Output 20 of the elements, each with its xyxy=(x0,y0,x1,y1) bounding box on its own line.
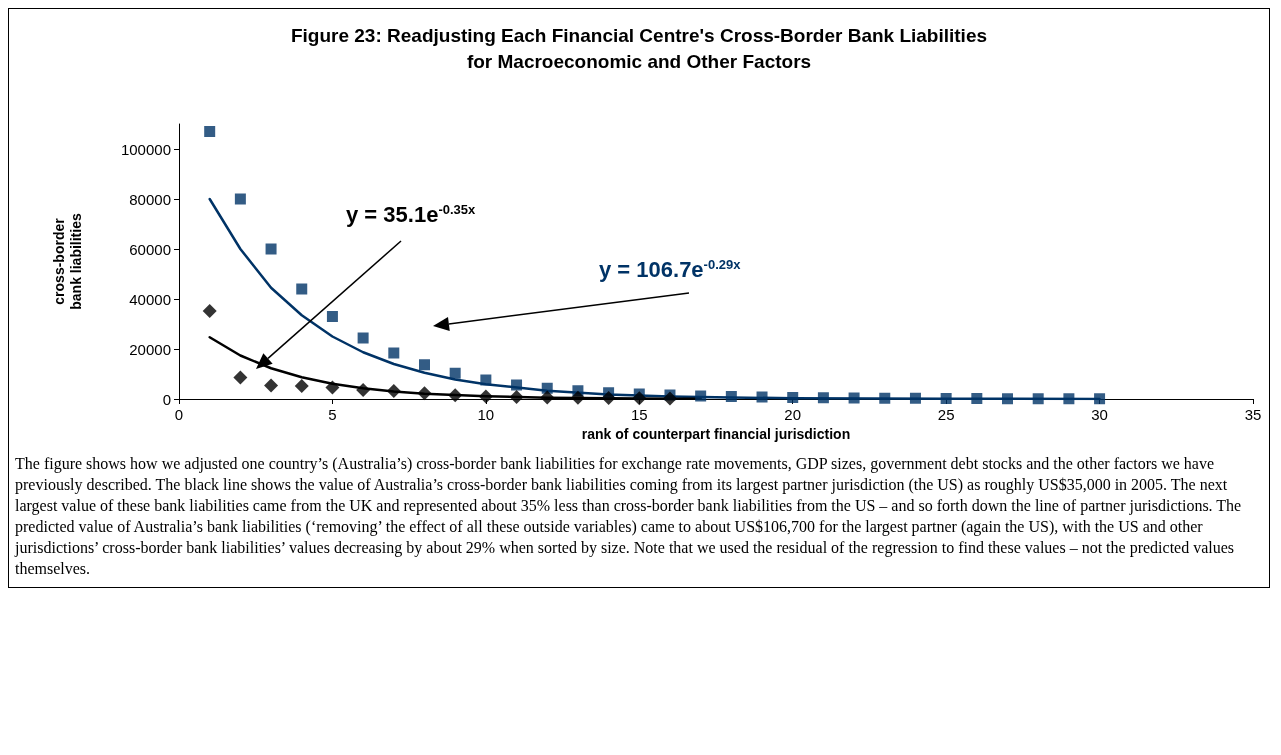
annotation: y = 35.1e$^{-0.35x}$ xyxy=(346,202,476,229)
x-tick-label: 15 xyxy=(630,406,648,423)
y-tick-label: 20000 xyxy=(129,340,171,358)
y-tick-label: 40000 xyxy=(129,290,171,308)
x-tick-label: 20 xyxy=(784,406,802,423)
y-tick-label: 0 xyxy=(162,390,171,408)
x-tick-label: 35 xyxy=(1244,406,1262,423)
x-tick-label: 0 xyxy=(174,406,184,423)
chart-title: Figure 23: Readjusting Each Financial Centre's Cross-Border Bank Liabilities for Macroeconomic and Other Factors xyxy=(290,24,988,72)
x-tick-label: 5 xyxy=(328,406,337,423)
y-axis-title: cross-border bank liabilities xyxy=(50,213,84,310)
x-tick-label: 10 xyxy=(477,406,495,423)
annotation: y = 106.7e$^{-0.29x}$ xyxy=(599,257,741,284)
x-tick-label: 25 xyxy=(937,406,955,423)
x-tick-label: 30 xyxy=(1091,406,1108,423)
text: The figure shows how we adjusted one country’s (Australia’s) cross-border bank liabilities for exchange rate movements, GDP sizes, government debt stocks and the other factors we have previously described. The black line shows the value of Australia’s cross-border bank liabilities coming from its largest partner jurisdiction (the US) as roughly US$35,000 in 2005. The next largest value of these bank liabilities came from the UK and represented about 35% less than cross-border bank liabilities from the US – and so forth down the line of partner jurisdictions. The predicted value of Australia’s bank liabilities (‘removing’ the effect of all these outside variables) came to about US$106,700 for the largest partner (again the US), with the US and other jurisdictions’ cross-border bank liabilities’ values decreasing by about 29% when sorted by size. Note that we used the residual of the regression to find these values – not the predicted values themselves. xyxy=(13,454,1243,579)
y-tick-label: 60000 xyxy=(129,240,171,258)
x-axis-title: rank of counterpart financial jurisdiction xyxy=(581,425,851,442)
y-tick-label: 100000 xyxy=(120,140,171,158)
y-tick-label: 80000 xyxy=(129,190,171,208)
